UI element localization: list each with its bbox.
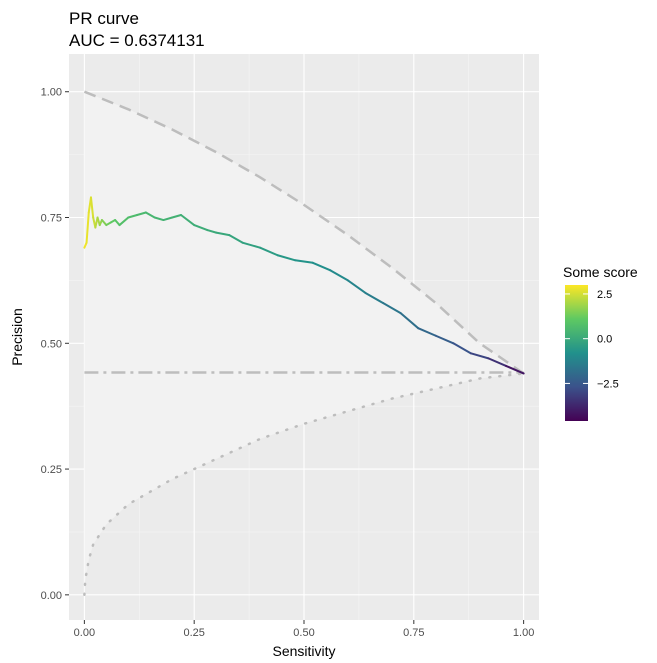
pr-curve-segment	[171, 213, 183, 219]
lower-bound-line	[83, 372, 525, 597]
x-tick-label: 1.00	[513, 627, 534, 639]
y-tick-label: 0.75	[41, 213, 62, 225]
y-tick-label: 0.00	[41, 590, 62, 602]
pr-curve-segment	[311, 261, 332, 272]
x-axis: 0.00 0.25 0.50 0.75 1.00	[74, 620, 534, 639]
legend-tick-label: 0.0	[597, 334, 612, 346]
pr-curve	[83, 196, 525, 375]
upper-bound-line	[83, 90, 525, 375]
pr-curve-segment	[180, 213, 196, 227]
pr-curve-segment	[127, 213, 139, 219]
x-tick-label: 0.75	[403, 627, 424, 639]
chart-title: PR curve	[69, 9, 139, 28]
pr-curve-segment	[100, 219, 108, 227]
y-tick-label: 0.50	[41, 338, 62, 350]
pr-curve-segment	[162, 216, 174, 222]
pr-curve-segment	[505, 364, 525, 375]
pr-curve-segment	[193, 224, 209, 232]
pr-curve-segment	[89, 196, 95, 219]
pr-curve-segment	[136, 211, 147, 216]
pr-curve-segment	[469, 352, 490, 360]
pr-curve-segment	[382, 302, 402, 315]
pr-curve-segment	[118, 216, 130, 227]
pr-curve-segment	[399, 312, 420, 330]
x-axis-title: Sensitivity	[272, 643, 335, 659]
legend-tick-label: 2.5	[597, 289, 612, 301]
pr-curve-segment	[417, 327, 437, 337]
legend-title: Some score	[563, 264, 638, 280]
pr-curve-segment	[114, 219, 121, 227]
y-axis-title: Precision	[9, 308, 25, 366]
pr-curve-segment	[259, 246, 279, 257]
legend-ticks: 2.5 0.0 −2.5	[565, 289, 619, 390]
pr-curve-segment	[276, 254, 297, 262]
pr-curve-segment	[434, 334, 455, 345]
legend-colorbar	[565, 285, 588, 421]
pr-curve-segment	[294, 259, 314, 264]
pr-curve-segment	[206, 229, 218, 234]
chart-subtitle: AUC = 0.6374131	[69, 31, 205, 50]
pr-curve-segment	[228, 234, 244, 244]
y-tick-label: 1.00	[41, 87, 62, 99]
y-tick-label: 0.25	[41, 464, 62, 476]
pr-curve-segment	[144, 211, 156, 219]
pr-curve-segment	[153, 216, 165, 222]
x-tick-label: 0.25	[183, 627, 204, 639]
pr-curve-segment	[241, 241, 262, 249]
x-tick-label: 0.00	[74, 627, 95, 639]
x-tick-label: 0.50	[293, 627, 314, 639]
pr-curve-segment	[487, 357, 508, 367]
legend: Some score 2.5 0.0 −2.5	[563, 264, 638, 421]
pr-curve-segment	[452, 342, 472, 355]
pr-curve-segment	[329, 269, 349, 282]
pr-curve-segment	[215, 231, 231, 237]
pr-curve-segment	[85, 211, 90, 244]
y-axis: 0.00 0.25 0.50 0.75 1.00	[41, 87, 69, 602]
pr-curve-segment	[364, 291, 385, 305]
legend-tick-label: −2.5	[597, 378, 619, 390]
pr-curve-segment	[346, 279, 367, 294]
